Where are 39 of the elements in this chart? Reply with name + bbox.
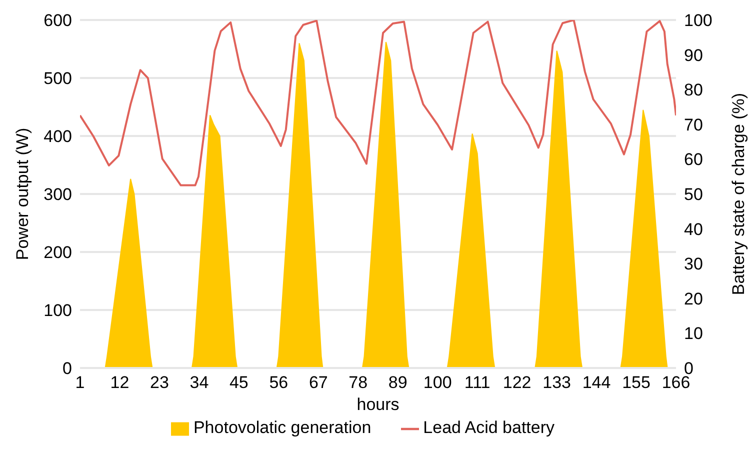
x-tick-label: 45 bbox=[229, 373, 248, 392]
x-axis-title: hours bbox=[356, 395, 400, 414]
y2-tick-label: 90 bbox=[684, 46, 703, 65]
y2-tick-label: 10 bbox=[684, 324, 703, 344]
y-tick-label: 0 bbox=[62, 359, 72, 378]
x-tick-label: 122 bbox=[502, 373, 532, 392]
y2-tick-label: 100 bbox=[684, 11, 712, 30]
y2-tick-label: 70 bbox=[684, 115, 703, 134]
y2-tick-label: 40 bbox=[684, 220, 703, 239]
x-tick-label: 67 bbox=[308, 373, 328, 392]
x-tick-label: 155 bbox=[622, 373, 650, 392]
y-tick-label: 400 bbox=[44, 127, 72, 146]
x-tick-label: 78 bbox=[348, 373, 368, 392]
legend-label: Lead Acid battery bbox=[423, 418, 555, 437]
x-tick-label: 34 bbox=[190, 373, 209, 392]
x-tick-label: 144 bbox=[582, 373, 611, 392]
y-tick-label: 100 bbox=[44, 301, 72, 320]
x-tick-label: 56 bbox=[269, 373, 288, 392]
y-tick-label: 200 bbox=[44, 243, 72, 262]
y-axis-title: Power output (W) bbox=[13, 128, 32, 260]
x-tick-label: 12 bbox=[110, 373, 130, 392]
x-tick-label: 111 bbox=[464, 373, 490, 392]
x-tick-label: 89 bbox=[388, 373, 408, 392]
x-tick-label: 1 bbox=[75, 373, 85, 392]
x-tick-label: 133 bbox=[542, 373, 571, 392]
y2-tick-label: 30 bbox=[684, 254, 703, 274]
x-tick-label: 23 bbox=[150, 373, 169, 392]
line-series bbox=[80, 20, 676, 186]
y2-tick-label: 50 bbox=[684, 185, 703, 204]
y2-tick-label: 60 bbox=[684, 150, 703, 170]
x-tick-label: 100 bbox=[423, 373, 452, 392]
y-tick-label: 500 bbox=[44, 69, 72, 88]
y2-tick-label: 80 bbox=[684, 80, 703, 100]
legend-label: Photovolatic generation bbox=[193, 418, 372, 437]
y-tick-label: 600 bbox=[44, 11, 72, 30]
x-tick-label: 166 bbox=[662, 373, 690, 392]
y2-tick-label: 20 bbox=[684, 289, 703, 308]
y2-axis-title: Battery state of charge (%) bbox=[729, 92, 748, 296]
y-tick-label: 300 bbox=[44, 185, 72, 204]
